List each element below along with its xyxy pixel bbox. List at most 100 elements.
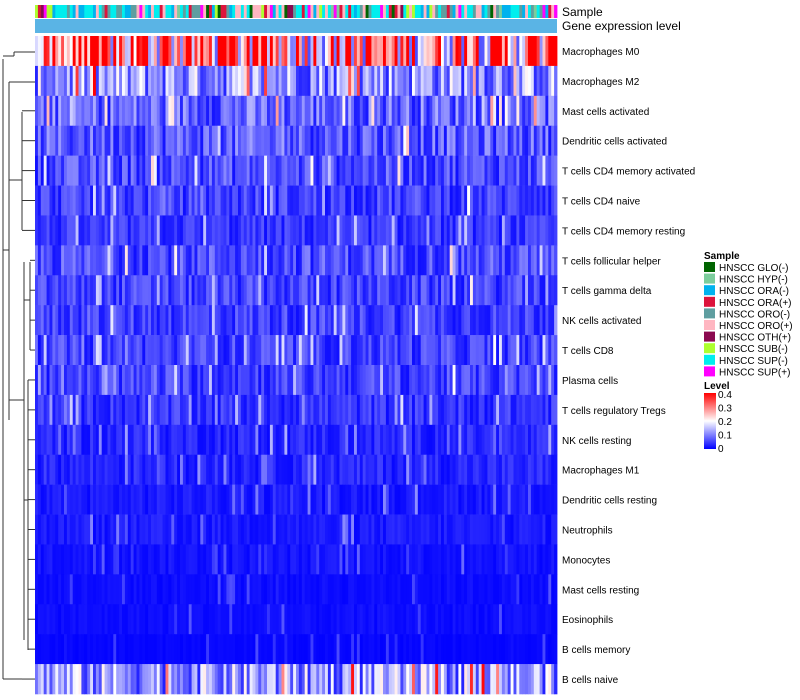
heatmap-cell [101,335,105,366]
heatmap-cell [487,125,491,156]
heatmap-cell [258,454,262,485]
heatmap-cell [258,155,262,186]
heatmap-cell [441,215,445,246]
row-label: B cells naive [562,675,619,686]
heatmap-cell [75,484,79,515]
heatmap-cell [113,65,117,97]
heatmap-cell [542,664,546,695]
heatmap-cell [200,65,204,97]
heatmap-cell [90,305,94,336]
heatmap-cell [235,36,239,67]
heatmap-cell [165,664,169,695]
heatmap-cell [58,424,62,456]
heatmap-cell [551,454,555,485]
heatmap-cell [490,95,494,127]
heatmap-cell [69,634,74,665]
heatmap-cell [98,544,103,575]
heatmap-cell [72,125,76,156]
heatmap-cell [501,514,506,545]
heatmap-cell [351,305,355,336]
heatmap-cell [258,484,262,515]
heatmap-cell [171,664,175,695]
heatmap-cell [127,604,132,635]
heatmap-cell [217,245,221,276]
heatmap-cell [475,245,480,276]
heatmap-cell [496,155,500,186]
heatmap-cell [159,65,163,97]
heatmap-cell [151,36,155,67]
heatmap-cell [93,634,97,665]
heatmap-cell [232,544,236,575]
heatmap-cell [98,514,103,545]
heatmap-cell [354,604,358,635]
heatmap-cell [412,424,416,456]
heatmap-cell [171,185,175,216]
heatmap-cell [122,245,126,276]
heatmap-cell [345,185,349,216]
heatmap-cell [507,424,511,456]
heatmap-cell [400,634,404,665]
sample-annotation-cell [191,5,195,18]
heatmap-cell [209,394,213,426]
heatmap-cell [432,454,436,485]
heatmap-cell [472,484,477,515]
heatmap-cell [330,36,335,67]
heatmap-cell [214,215,219,246]
sample-annotation-cell [313,5,317,18]
heatmap-cell [174,155,178,186]
heatmap-cell [278,125,282,156]
heatmap-cell [238,544,242,575]
heatmap-cell [365,275,369,306]
heatmap-cell [188,424,192,456]
heatmap-cell [345,664,349,695]
heatmap-cell [249,36,253,67]
heatmap-cell [339,394,343,426]
heatmap-cell [316,634,320,665]
heatmap-cell [93,424,97,456]
heatmap-cell [443,65,448,97]
heatmap-cell [162,365,166,396]
heatmap-cell [275,514,279,545]
legend-swatch [704,273,715,284]
heatmap-cell [188,125,192,156]
heatmap-cell [64,484,68,515]
heatmap-cell [530,36,535,67]
heatmap-cell [409,544,413,575]
heatmap-cell [319,394,323,426]
heatmap-cell [93,125,97,156]
heatmap-cell [501,394,506,426]
heatmap-cell [403,215,407,246]
heatmap-cell [290,484,294,515]
heatmap-cell [383,215,387,246]
heatmap-cell [339,365,343,396]
heatmap-cell [180,454,184,485]
heatmap-cell [287,394,291,426]
heatmap-cell [301,574,306,605]
heatmap-cell [162,65,166,97]
heatmap-cell [493,185,497,216]
expression-track-label: Gene expression level [562,19,681,33]
heatmap-cell [188,365,192,396]
heatmap-cell [310,185,314,216]
heatmap-cell [522,424,526,456]
heatmap-cell [377,574,381,605]
heatmap-cell [269,664,274,695]
heatmap-cell [449,305,453,336]
heatmap-cell [478,574,482,605]
heatmap-cell [281,305,285,336]
heatmap-cell [122,275,126,306]
heatmap-cell [55,664,59,695]
heatmap-cell [426,125,430,156]
heatmap-cell [78,155,82,186]
heatmap-cell [101,65,105,97]
heatmap-cell [203,275,207,306]
heatmap-cell [177,394,181,426]
heatmap-cell [533,245,538,276]
heatmap-cell [81,215,85,246]
heatmap-cell [165,36,169,67]
heatmap-cell [522,514,526,545]
heatmap-cell [519,305,523,336]
heatmap-cell [151,95,155,127]
heatmap-cell [171,454,175,485]
heatmap-cell [110,664,114,695]
